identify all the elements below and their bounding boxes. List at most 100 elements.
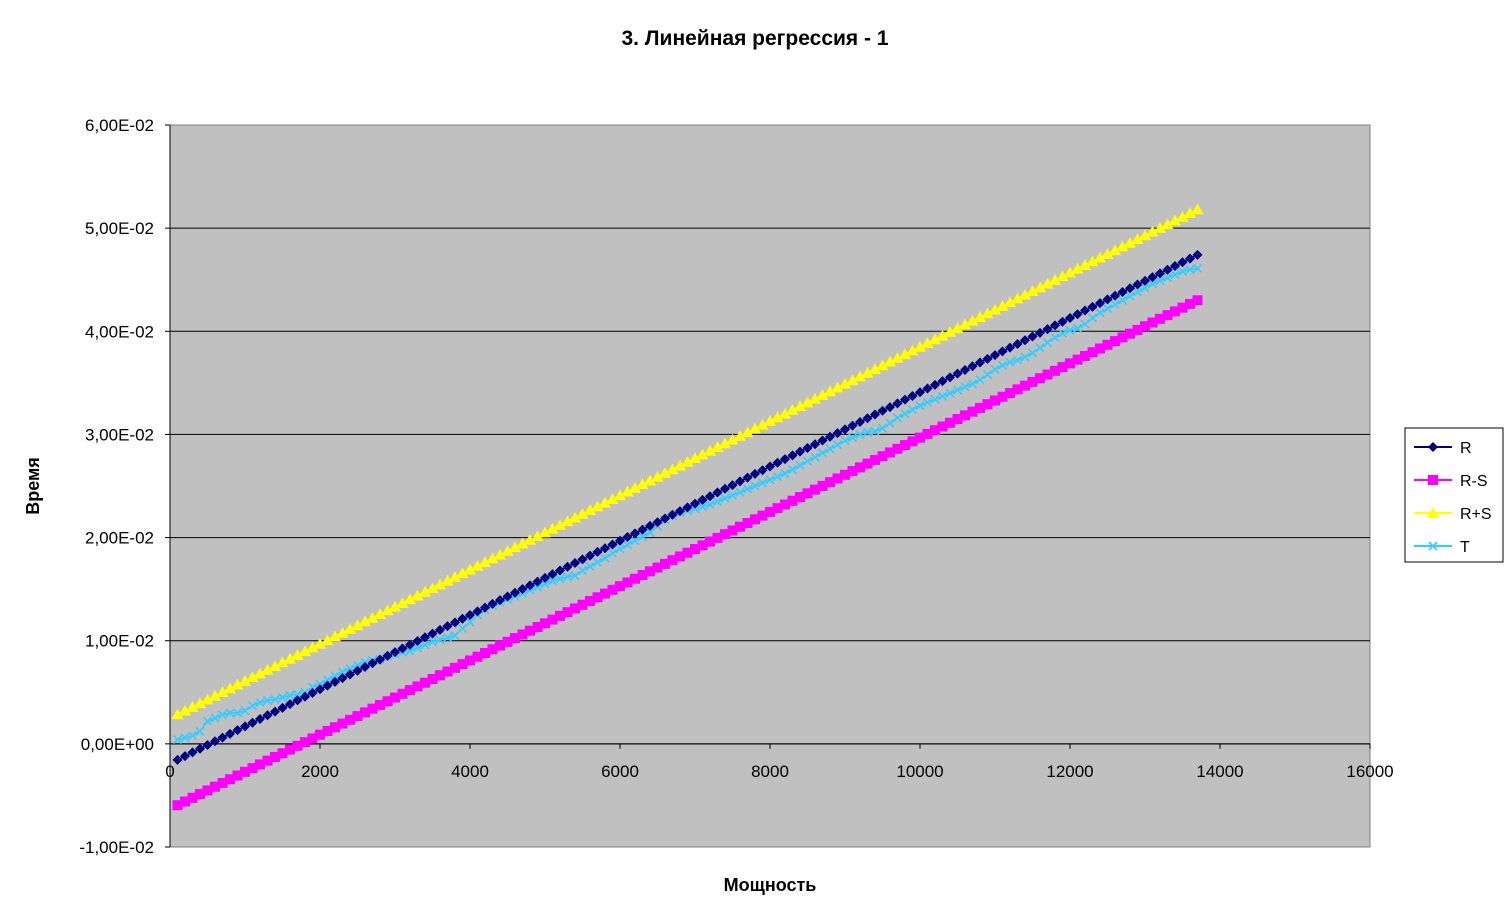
data-point xyxy=(666,463,679,475)
data-point xyxy=(194,697,206,709)
data-point xyxy=(981,307,994,319)
data-point xyxy=(202,716,213,726)
data-point xyxy=(540,572,550,583)
data-point xyxy=(330,676,340,687)
data-point xyxy=(764,415,776,426)
data-point xyxy=(427,673,438,684)
data-point xyxy=(486,552,499,564)
data-point xyxy=(277,748,288,759)
data-point xyxy=(375,699,385,710)
data-point xyxy=(765,461,775,472)
data-point xyxy=(570,571,580,581)
data-point xyxy=(967,406,978,417)
data-point xyxy=(262,710,273,721)
data-point xyxy=(997,391,1008,402)
data-point xyxy=(982,399,993,410)
data-point xyxy=(795,492,805,503)
data-point xyxy=(727,525,738,536)
data-point xyxy=(915,432,925,443)
data-point xyxy=(412,636,423,647)
data-point xyxy=(840,469,850,480)
data-point xyxy=(396,597,409,608)
data-point xyxy=(375,654,385,665)
data-point xyxy=(637,531,648,542)
data-point xyxy=(480,602,490,613)
data-point xyxy=(555,610,565,621)
data-point xyxy=(937,391,948,401)
data-point xyxy=(501,545,514,556)
data-point xyxy=(352,660,363,671)
data-point xyxy=(531,530,544,542)
data-point xyxy=(1020,352,1030,362)
data-point xyxy=(952,414,963,425)
data-point xyxy=(412,681,423,692)
data-point xyxy=(510,633,520,644)
data-point xyxy=(585,561,595,572)
data-point xyxy=(547,614,558,625)
data-point xyxy=(1131,233,1144,244)
data-point xyxy=(360,662,370,673)
data-point xyxy=(1185,298,1195,309)
data-point xyxy=(795,460,805,470)
data-point xyxy=(434,578,446,590)
data-point xyxy=(840,424,850,435)
series-R-S xyxy=(172,295,1203,811)
legend-marker xyxy=(1427,507,1439,518)
data-point xyxy=(786,403,799,415)
data-point xyxy=(186,701,199,712)
data-point xyxy=(389,600,401,612)
data-point xyxy=(180,796,190,807)
data-point xyxy=(584,504,596,516)
data-point xyxy=(1011,292,1024,304)
x-tick-label: 16000 xyxy=(1346,762,1393,781)
data-point xyxy=(502,591,513,602)
data-point xyxy=(1117,332,1128,343)
data-point xyxy=(922,383,933,394)
data-point xyxy=(510,587,520,598)
data-point xyxy=(1012,384,1023,395)
data-point xyxy=(1080,319,1090,329)
data-point xyxy=(727,490,738,500)
data-point xyxy=(832,428,843,439)
data-point xyxy=(1094,251,1106,263)
data-point xyxy=(412,643,423,653)
data-point xyxy=(540,579,550,589)
data-point xyxy=(381,604,394,616)
data-point xyxy=(457,613,468,624)
data-point xyxy=(585,596,595,607)
data-point xyxy=(1027,331,1038,342)
data-point xyxy=(306,641,319,653)
data-point xyxy=(195,743,205,754)
data-point xyxy=(1102,339,1113,350)
x-tick-label: 2000 xyxy=(301,762,339,781)
data-point xyxy=(382,696,393,707)
data-point xyxy=(1155,313,1165,324)
data-point xyxy=(975,375,985,385)
data-point xyxy=(1065,358,1075,369)
data-point xyxy=(201,693,214,705)
data-point xyxy=(832,473,843,484)
data-point xyxy=(480,647,490,658)
data-point xyxy=(982,370,993,380)
data-point xyxy=(524,533,536,545)
data-point xyxy=(525,580,535,591)
data-point xyxy=(1035,373,1045,384)
data-point xyxy=(315,679,325,689)
data-point xyxy=(846,374,859,386)
data-point xyxy=(870,454,880,465)
data-point xyxy=(315,684,325,695)
data-point xyxy=(735,521,745,532)
legend-item-R-S: R-S xyxy=(1414,473,1488,490)
data-point xyxy=(1147,279,1158,289)
data-point xyxy=(1004,296,1016,308)
data-point xyxy=(1117,286,1128,297)
data-point xyxy=(232,770,243,781)
data-point xyxy=(255,713,265,724)
data-point xyxy=(1109,244,1121,256)
data-point xyxy=(982,353,993,364)
data-point xyxy=(690,498,700,509)
data-point xyxy=(366,611,379,623)
data-point xyxy=(1155,276,1165,286)
data-point xyxy=(1139,229,1151,241)
data-point xyxy=(1020,335,1030,346)
